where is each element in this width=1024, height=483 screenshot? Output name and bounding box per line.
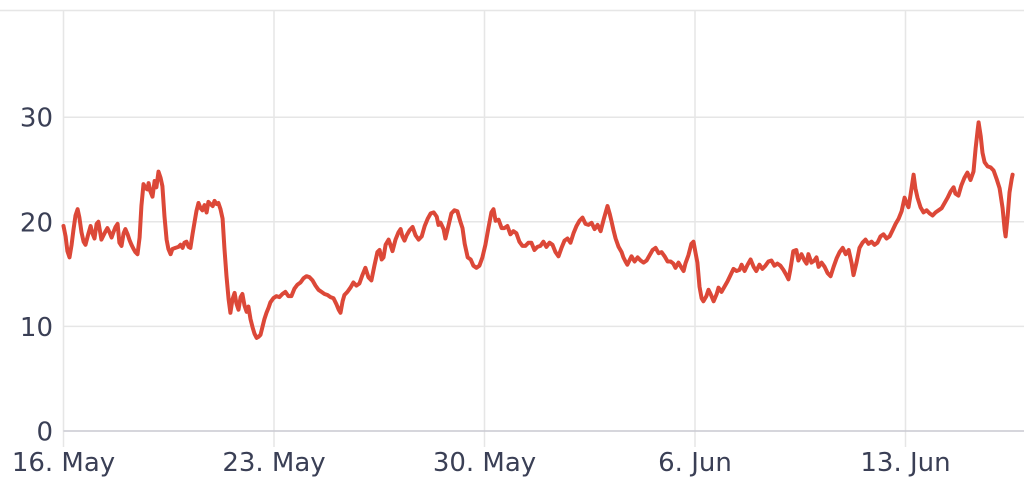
x-axis-label: 30. May [433, 448, 536, 478]
x-axis-label: 16. May [12, 448, 115, 478]
y-axis-label: 20 [20, 208, 53, 238]
y-axis-label: 10 [20, 313, 53, 343]
y-axis-label: 30 [20, 104, 53, 134]
x-axis-label: 13. Jun [860, 448, 950, 478]
y-axis-label: 0 [36, 418, 53, 448]
x-axis-label: 23. May [222, 448, 325, 478]
series-line[interactable] [61, 120, 1015, 340]
x-axis-label: 6. Jun [658, 448, 732, 478]
